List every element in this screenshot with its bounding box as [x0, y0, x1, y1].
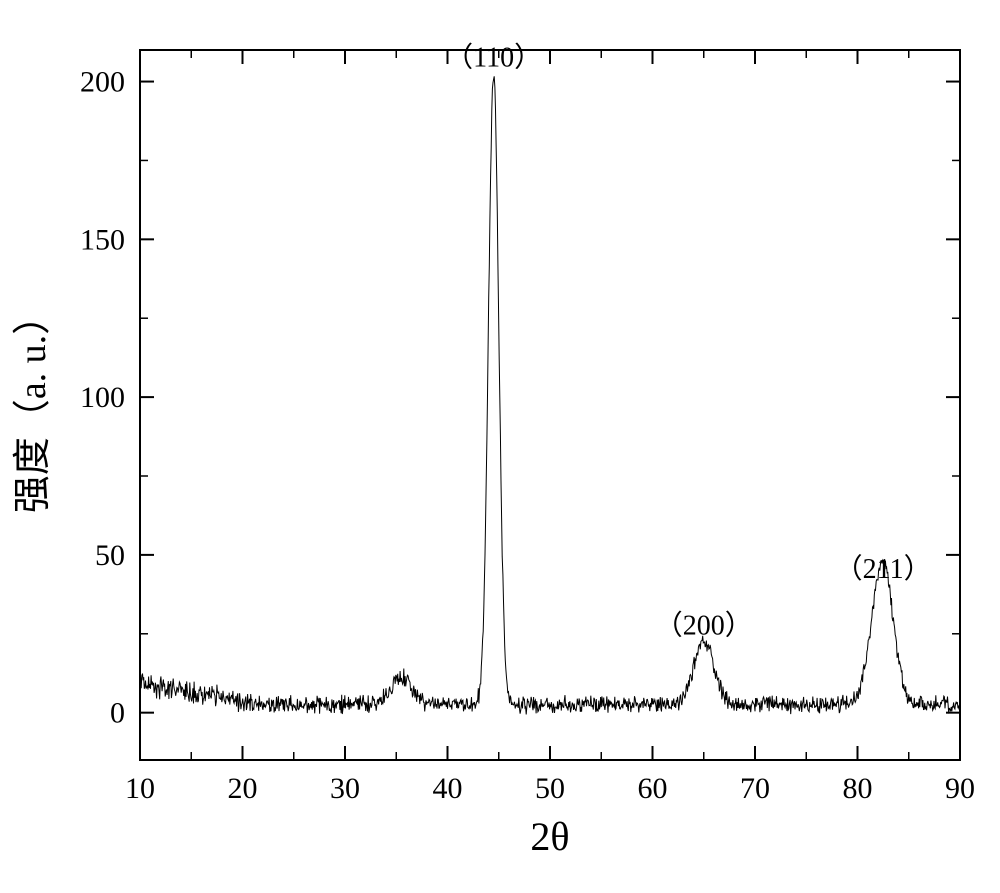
peak-label: （200）: [655, 610, 753, 642]
svg-text:90: 90: [945, 772, 975, 805]
svg-text:30: 30: [330, 772, 360, 805]
x-axis-label: 2θ: [530, 814, 569, 859]
y-ticks: 0 50 100 150 200: [80, 66, 960, 730]
peak-labels: （110） （200） （211）: [445, 42, 931, 642]
svg-text:50: 50: [535, 772, 565, 805]
svg-text:70: 70: [740, 772, 770, 805]
peak-label: （211）: [835, 553, 932, 585]
svg-text:0: 0: [110, 697, 125, 730]
svg-text:10: 10: [125, 772, 155, 805]
x-ticks: 10 20 30 40 50 60 70 80 90: [125, 50, 975, 805]
xrd-data-line: [140, 76, 960, 714]
plot-frame: [140, 50, 960, 760]
svg-text:100: 100: [80, 381, 125, 414]
svg-text:80: 80: [843, 772, 873, 805]
svg-text:40: 40: [433, 772, 463, 805]
svg-text:20: 20: [228, 772, 258, 805]
y-axis-label: 强度（a. u.）: [12, 297, 54, 513]
svg-text:60: 60: [638, 772, 668, 805]
svg-text:50: 50: [95, 539, 125, 572]
svg-text:150: 150: [80, 223, 125, 256]
xrd-chart-svg: 10 20 30 40 50 60 70 80 90 0 50 100 150 200 2θ 强度（a.…: [0, 0, 1000, 893]
svg-text:200: 200: [80, 66, 125, 99]
xrd-chart-container: 10 20 30 40 50 60 70 80 90 0 50 100 150 200 2θ 强度（a.…: [0, 0, 1000, 893]
peak-label: （110）: [445, 42, 542, 74]
